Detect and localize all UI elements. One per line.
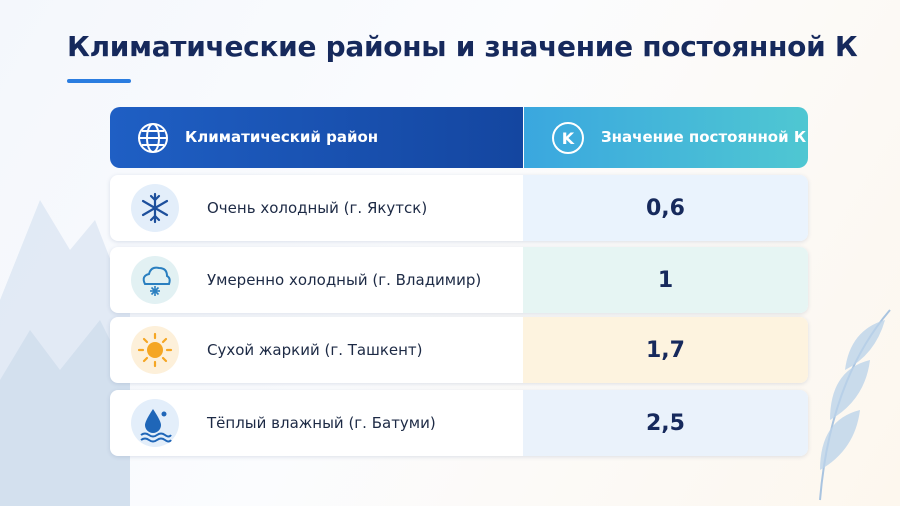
header-right: K Значение постоянной К (524, 107, 808, 168)
row-icon (131, 256, 179, 304)
title: Климатические районы и значение постоянн… (67, 30, 858, 63)
table-row: Сухой жаркий (г. Ташкент) 1,7 (110, 317, 808, 383)
column-header: Значение постоянной К (601, 128, 807, 146)
column-header: Климатический район (185, 128, 379, 146)
header-left: Климатический район (110, 107, 523, 168)
table-row: Очень холодный (г. Якутск) 0,6 (110, 175, 808, 241)
row-icon (131, 326, 179, 374)
k-value: 1 (523, 247, 808, 313)
mountain-decor (0, 200, 130, 506)
table-row: Тёплый влажный (г. Батуми) 2,5 (110, 390, 808, 456)
k-icon: K (552, 122, 584, 154)
globe-icon (138, 123, 168, 153)
title-underline (67, 79, 131, 83)
leaf-decor (819, 309, 891, 501)
region-name: Сухой жаркий (г. Ташкент) (207, 341, 423, 359)
region-name: Умеренно холодный (г. Владимир) (207, 271, 482, 289)
k-value: 1,7 (523, 317, 808, 383)
k-value: 2,5 (523, 390, 808, 456)
table-row: Умеренно холодный (г. Владимир) 1 (110, 247, 808, 313)
region-name: Тёплый влажный (г. Батуми) (207, 414, 436, 432)
row-icon (131, 399, 179, 447)
k-value: 0,6 (523, 175, 808, 241)
row-icon (131, 184, 179, 232)
region-name: Очень холодный (г. Якутск) (207, 199, 428, 217)
